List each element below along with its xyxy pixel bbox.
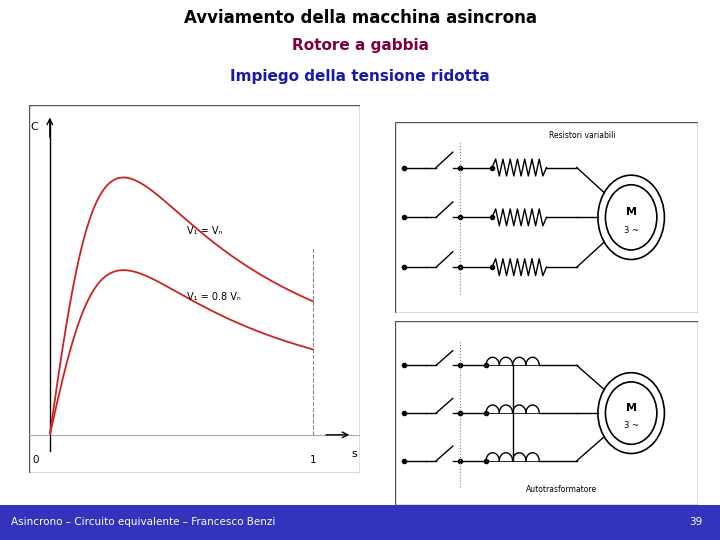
Text: M: M [626,207,636,217]
Text: Asincrono – Circuito equivalente – Francesco Benzi: Asincrono – Circuito equivalente – Franc… [11,517,275,528]
Text: 1: 1 [310,455,316,465]
Bar [29,105,360,472]
Text: M: M [626,403,636,413]
Text: Avviamento della macchina asincrona: Avviamento della macchina asincrona [184,10,536,28]
Text: Impiego della tensione ridotta: Impiego della tensione ridotta [230,69,490,84]
Text: 0: 0 [32,455,39,465]
Text: Rotore a gabbia: Rotore a gabbia [292,38,428,53]
Text: 3 ~: 3 ~ [624,226,639,235]
Text: 39: 39 [689,517,702,528]
Text: C: C [30,122,38,132]
Text: V₁ = 0.8 Vₙ: V₁ = 0.8 Vₙ [186,292,240,302]
Text: 3 ~: 3 ~ [624,421,639,430]
Text: Autotrasformatore: Autotrasformatore [526,485,597,494]
Text: V₁ = Vₙ: V₁ = Vₙ [186,226,222,236]
Text: s: s [352,449,358,458]
Text: Resistori variabili: Resistori variabili [549,131,616,140]
